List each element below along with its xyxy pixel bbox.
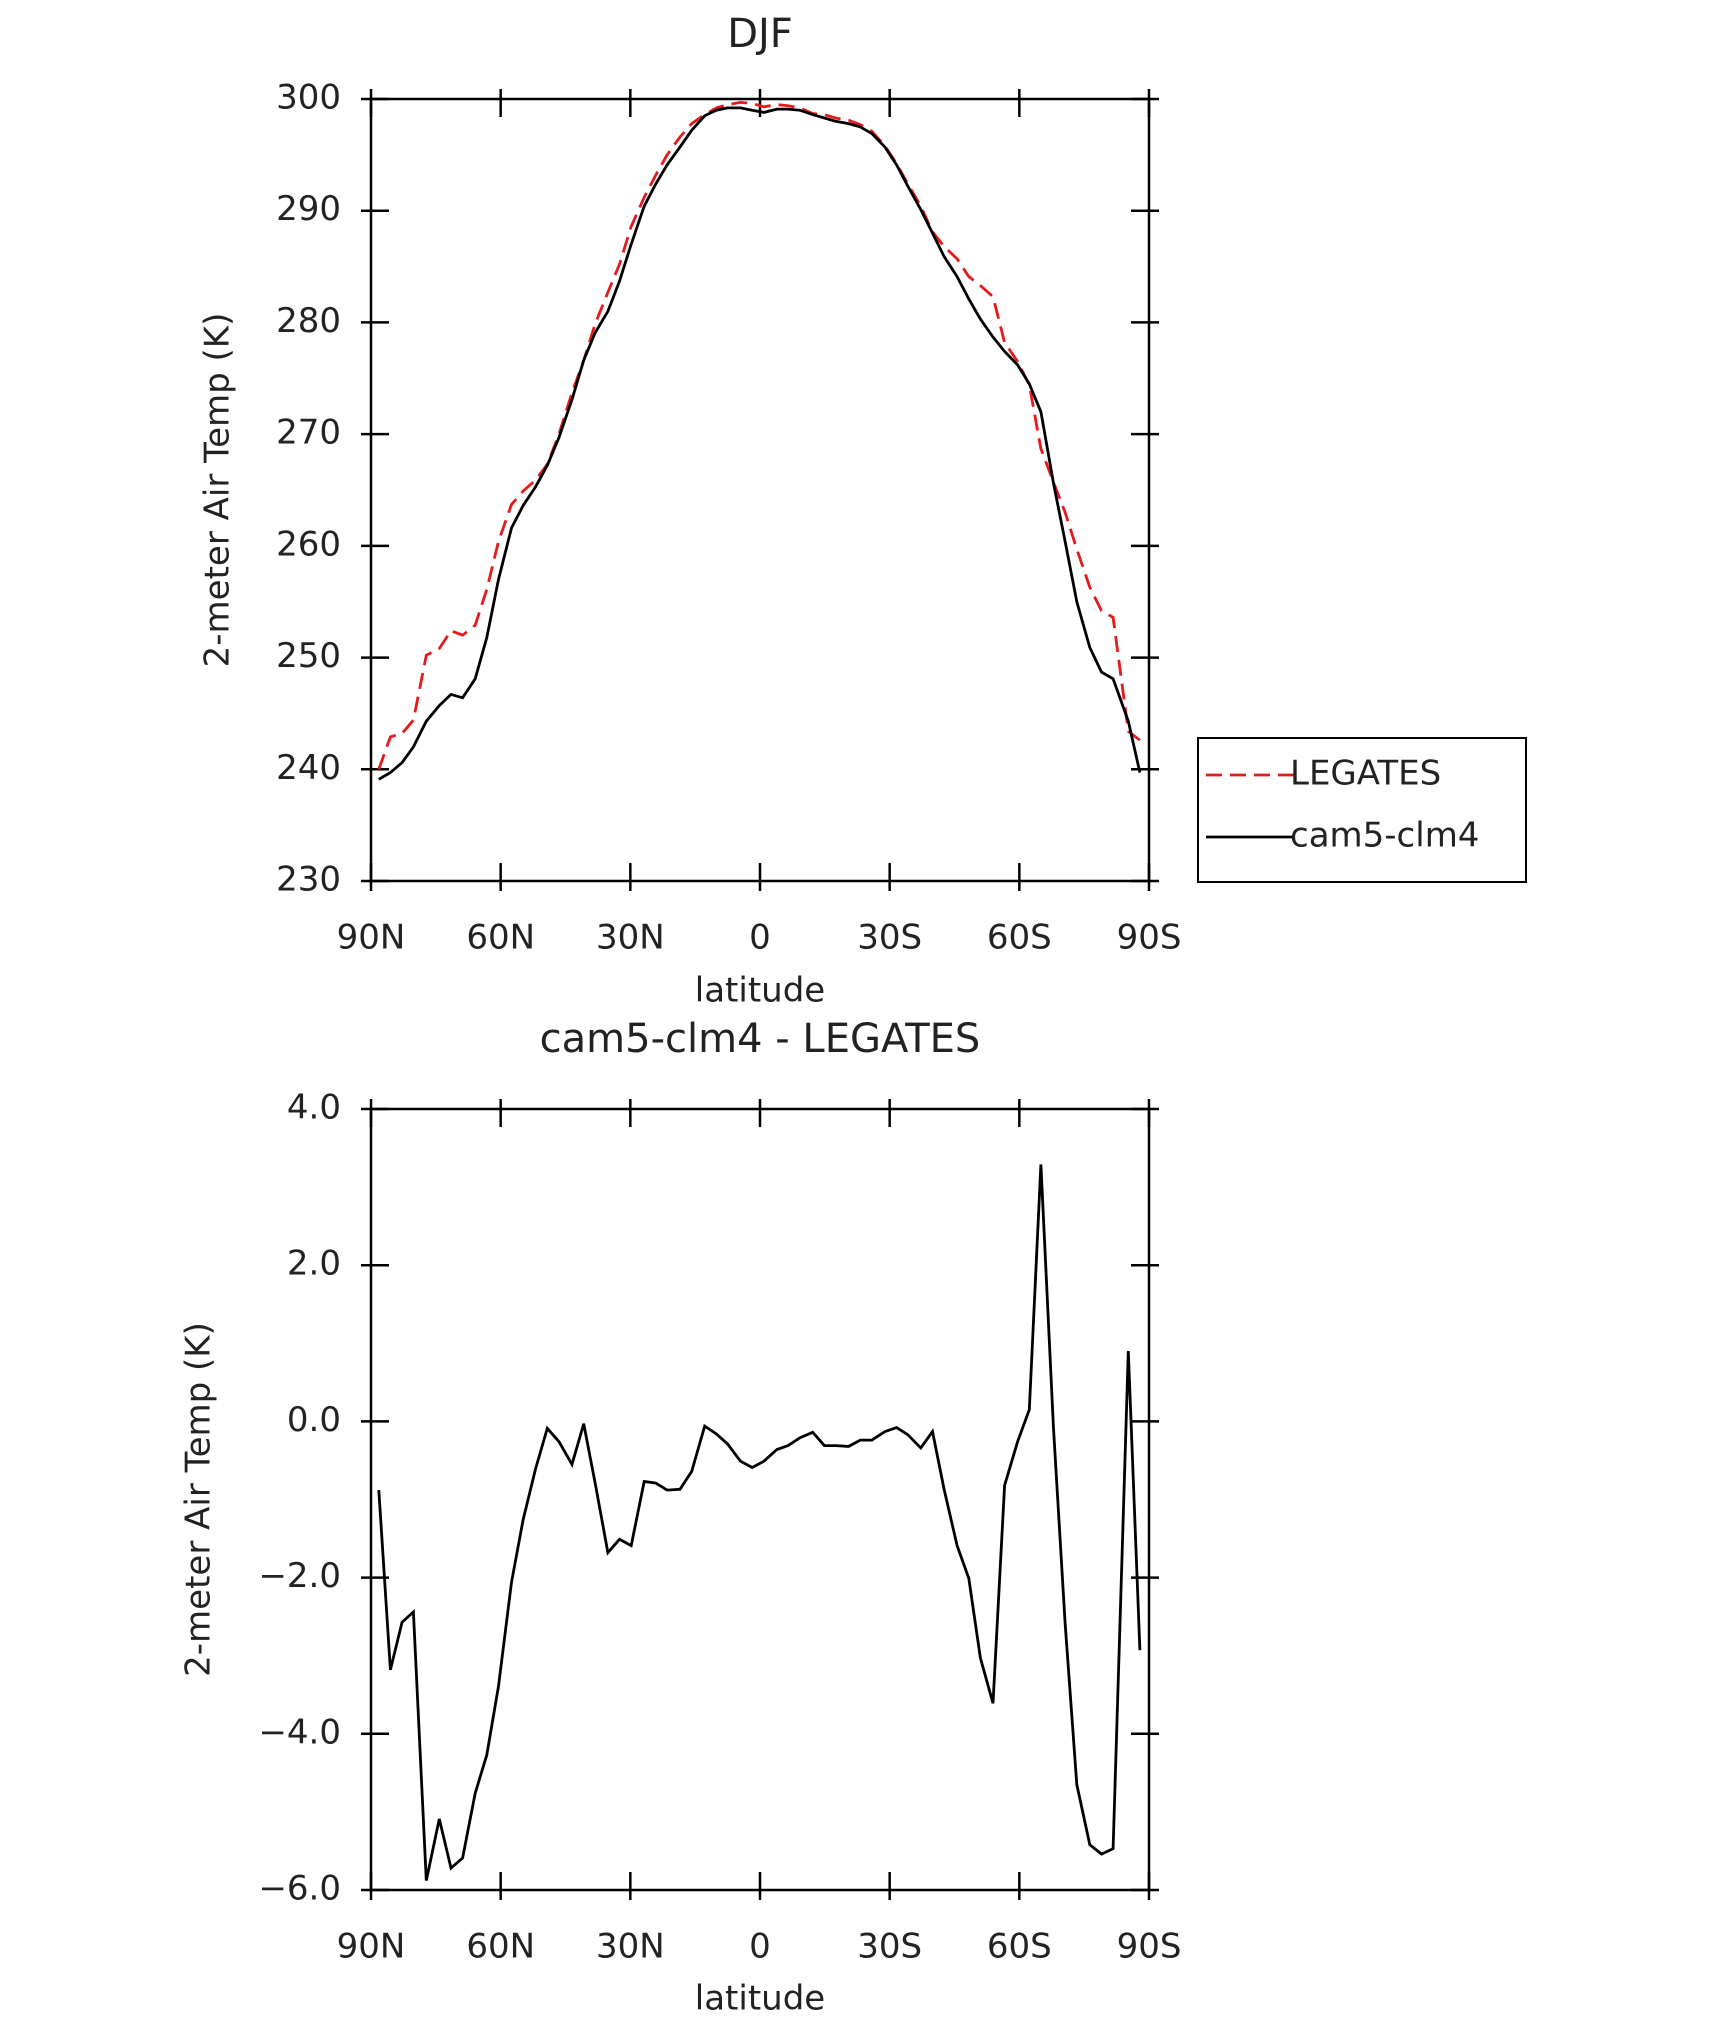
legend-box <box>1197 737 1527 883</box>
x-tick-label: 60N <box>466 918 535 958</box>
y-tick-label: 270 <box>276 413 341 453</box>
chart-title: cam5-clm4 - LEGATES <box>540 1016 981 1062</box>
plot-frame <box>369 1107 1151 1892</box>
x-axis-label: latitude <box>695 971 825 1011</box>
y-axis-label: 2-meter Air Temp (K) <box>198 313 238 668</box>
y-tick-label: 260 <box>276 524 341 564</box>
x-tick-label: 0 <box>749 918 771 958</box>
y-tick-label: 250 <box>276 636 341 676</box>
x-tick-label: 90S <box>1117 918 1182 958</box>
y-tick-label: 290 <box>276 189 341 229</box>
y-tick-label: 240 <box>276 748 341 788</box>
y-tick-label: 300 <box>276 78 341 118</box>
legend-label: LEGATES <box>1290 754 1441 794</box>
y-tick-label: −4.0 <box>258 1712 341 1752</box>
y-tick-label: 0.0 <box>287 1400 341 1440</box>
x-tick-label: 90N <box>337 918 406 958</box>
x-tick-label: 90S <box>1117 1927 1182 1967</box>
x-tick-label: 30S <box>857 1927 922 1967</box>
y-tick-label: 280 <box>276 301 341 341</box>
x-tick-label: 60N <box>466 1927 535 1967</box>
x-tick-label: 0 <box>749 1927 771 1967</box>
x-axis-label: latitude <box>695 1979 825 2019</box>
x-tick-label: 30N <box>596 1927 665 1967</box>
y-tick-label: −2.0 <box>258 1556 341 1596</box>
chart-title: DJF <box>727 11 793 57</box>
data-line <box>377 100 1141 770</box>
y-tick-label: 230 <box>276 860 341 900</box>
legend-label: cam5-clm4 <box>1290 816 1479 856</box>
x-tick-label: 30S <box>857 918 922 958</box>
y-tick-label: −6.0 <box>258 1869 341 1909</box>
data-line <box>378 106 1142 781</box>
x-tick-label: 90N <box>337 1927 406 1967</box>
x-tick-label: 30N <box>596 918 665 958</box>
x-tick-label: 60S <box>987 918 1052 958</box>
y-axis-label: 2-meter Air Temp (K) <box>179 1322 219 1677</box>
x-tick-label: 60S <box>987 1927 1052 1967</box>
plot-frame <box>369 97 1151 883</box>
y-tick-label: 2.0 <box>287 1244 341 1284</box>
data-line <box>377 1164 1142 1881</box>
y-tick-label: 4.0 <box>287 1088 341 1128</box>
